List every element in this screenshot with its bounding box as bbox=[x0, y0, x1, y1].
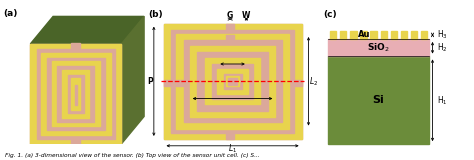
Bar bbox=[71, 138, 81, 145]
Text: H$_1$: H$_1$ bbox=[437, 94, 448, 107]
Bar bbox=[294, 80, 301, 86]
Text: (a): (a) bbox=[3, 9, 18, 18]
Bar bbox=[176, 80, 183, 86]
Bar bbox=[62, 70, 90, 118]
Bar bbox=[30, 44, 121, 144]
Text: H$_2$: H$_2$ bbox=[437, 41, 448, 54]
Bar bbox=[171, 30, 294, 132]
Bar bbox=[68, 75, 84, 113]
Bar bbox=[328, 56, 429, 144]
Bar bbox=[197, 52, 268, 111]
Bar bbox=[41, 53, 111, 135]
Bar bbox=[340, 31, 346, 39]
Text: G: G bbox=[227, 11, 233, 20]
Text: Au: Au bbox=[357, 30, 370, 39]
Bar bbox=[227, 24, 234, 30]
Bar bbox=[218, 69, 248, 94]
Text: Fig. 1. (a) 3-dimensional view of the sensor. (b) Top view of the sensor unit ce: Fig. 1. (a) 3-dimensional view of the se… bbox=[5, 153, 259, 158]
Text: $L_1$: $L_1$ bbox=[228, 142, 237, 155]
Bar bbox=[411, 31, 417, 39]
Bar bbox=[52, 61, 100, 127]
Bar bbox=[47, 58, 105, 130]
Text: P: P bbox=[147, 77, 153, 86]
Bar bbox=[176, 34, 289, 128]
Bar bbox=[36, 49, 115, 139]
Bar bbox=[190, 46, 275, 117]
Text: $L_4$: $L_4$ bbox=[228, 54, 237, 67]
Text: Si: Si bbox=[373, 95, 384, 105]
Bar bbox=[73, 83, 78, 108]
Bar bbox=[224, 74, 242, 89]
Bar bbox=[227, 76, 239, 86]
Bar bbox=[401, 31, 407, 39]
Text: (b): (b) bbox=[148, 10, 163, 19]
Bar bbox=[164, 80, 171, 86]
Polygon shape bbox=[30, 44, 121, 144]
Bar bbox=[371, 31, 377, 39]
Bar bbox=[228, 78, 237, 85]
Bar bbox=[71, 78, 81, 110]
Bar bbox=[227, 35, 234, 42]
Polygon shape bbox=[121, 16, 144, 144]
Text: $L_3$: $L_3$ bbox=[228, 96, 237, 108]
Bar bbox=[391, 31, 397, 39]
Bar bbox=[164, 24, 301, 139]
Polygon shape bbox=[30, 16, 144, 44]
Bar bbox=[75, 85, 77, 105]
Bar bbox=[350, 31, 356, 39]
Text: (c): (c) bbox=[324, 10, 337, 19]
Bar bbox=[360, 31, 366, 39]
Text: W: W bbox=[242, 11, 251, 20]
Bar bbox=[164, 24, 301, 139]
Bar bbox=[330, 31, 337, 39]
Text: H$_3$: H$_3$ bbox=[437, 29, 448, 41]
Bar bbox=[183, 40, 282, 122]
Bar bbox=[205, 58, 260, 104]
Bar bbox=[71, 43, 81, 50]
Text: $L_2$: $L_2$ bbox=[310, 75, 319, 88]
Bar bbox=[57, 66, 94, 122]
Bar bbox=[328, 39, 429, 56]
Bar bbox=[381, 31, 387, 39]
Bar bbox=[227, 132, 234, 139]
Text: SiO$_2$: SiO$_2$ bbox=[367, 41, 390, 54]
Bar bbox=[421, 31, 427, 39]
Bar bbox=[212, 64, 253, 99]
